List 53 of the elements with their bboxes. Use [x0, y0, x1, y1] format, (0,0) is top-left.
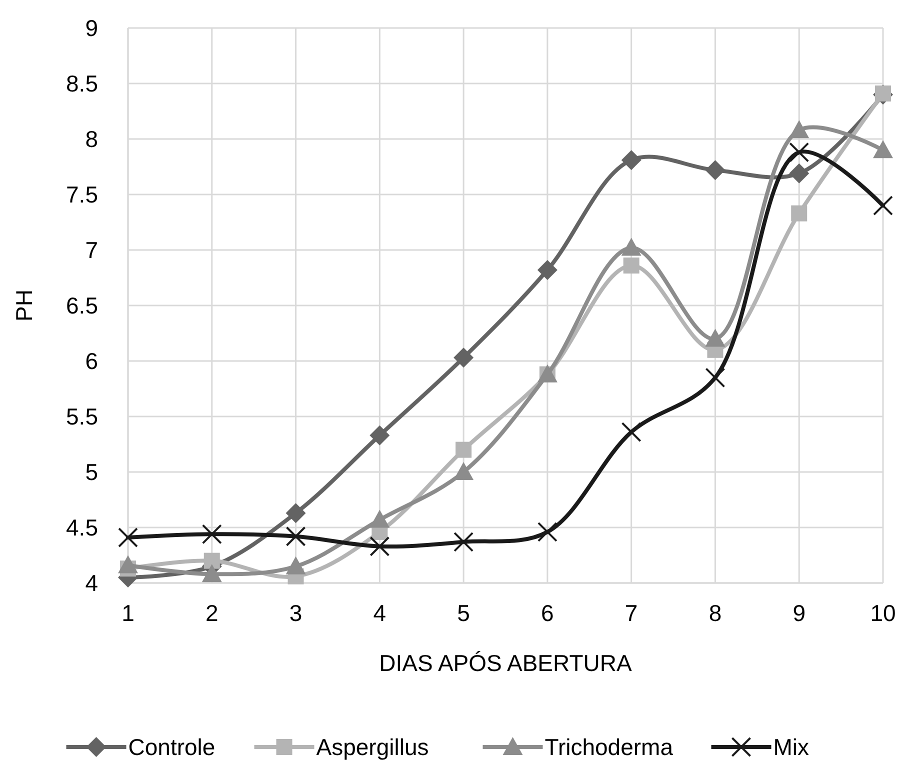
point	[873, 140, 893, 158]
y-tick-label: 4.5	[66, 514, 98, 540]
point	[454, 532, 474, 552]
legend-label: Aspergillus	[316, 734, 429, 760]
point	[456, 442, 472, 458]
legend-label: Mix	[773, 734, 810, 760]
y-tick-label: 9	[85, 15, 98, 41]
y-tick-label: 7	[85, 237, 98, 263]
point	[791, 205, 808, 222]
x-tick-label: 9	[792, 600, 806, 626]
point	[370, 425, 390, 446]
point	[623, 258, 640, 274]
point	[789, 163, 810, 184]
x-tick-label: 2	[205, 600, 218, 626]
y-tick-label: 7.5	[66, 182, 98, 208]
x-tick-label: 8	[708, 600, 722, 626]
x-tick-label: 6	[541, 600, 554, 626]
point	[118, 555, 138, 574]
x-tick-label: 5	[457, 600, 470, 626]
point	[454, 348, 474, 368]
point	[286, 526, 306, 546]
point	[118, 527, 138, 548]
point	[370, 536, 390, 556]
point	[621, 422, 642, 442]
y-tick-label: 6	[85, 348, 98, 374]
point	[537, 260, 558, 280]
x-axis-title: DIAS APÓS ABERTURA	[379, 650, 632, 676]
point	[286, 556, 306, 574]
y-axis-title: PH	[11, 290, 37, 322]
legend-label: Trichoderma	[544, 734, 674, 760]
point	[705, 328, 726, 347]
point	[705, 368, 726, 388]
point	[789, 142, 810, 162]
y-tick-label: 5	[85, 459, 98, 485]
x-tick-label: 10	[870, 600, 896, 626]
y-tick-label: 5.5	[66, 404, 98, 430]
x-tick-label: 4	[373, 600, 386, 626]
x-tick-label: 3	[289, 600, 302, 626]
point	[537, 522, 558, 542]
y-tick-label: 4	[85, 570, 98, 596]
point	[202, 524, 222, 544]
legend-label: Controle	[128, 734, 216, 760]
point	[286, 503, 306, 524]
y-tick-label: 8.5	[66, 70, 98, 96]
point	[705, 160, 726, 180]
point	[621, 238, 642, 256]
point	[370, 510, 390, 528]
x-tick-label: 7	[624, 600, 638, 626]
point	[621, 150, 642, 170]
y-tick-label: 8	[85, 126, 98, 152]
point	[873, 196, 893, 216]
x-tick-label: 1	[122, 600, 134, 626]
y-tick-label: 6.5	[66, 292, 98, 318]
